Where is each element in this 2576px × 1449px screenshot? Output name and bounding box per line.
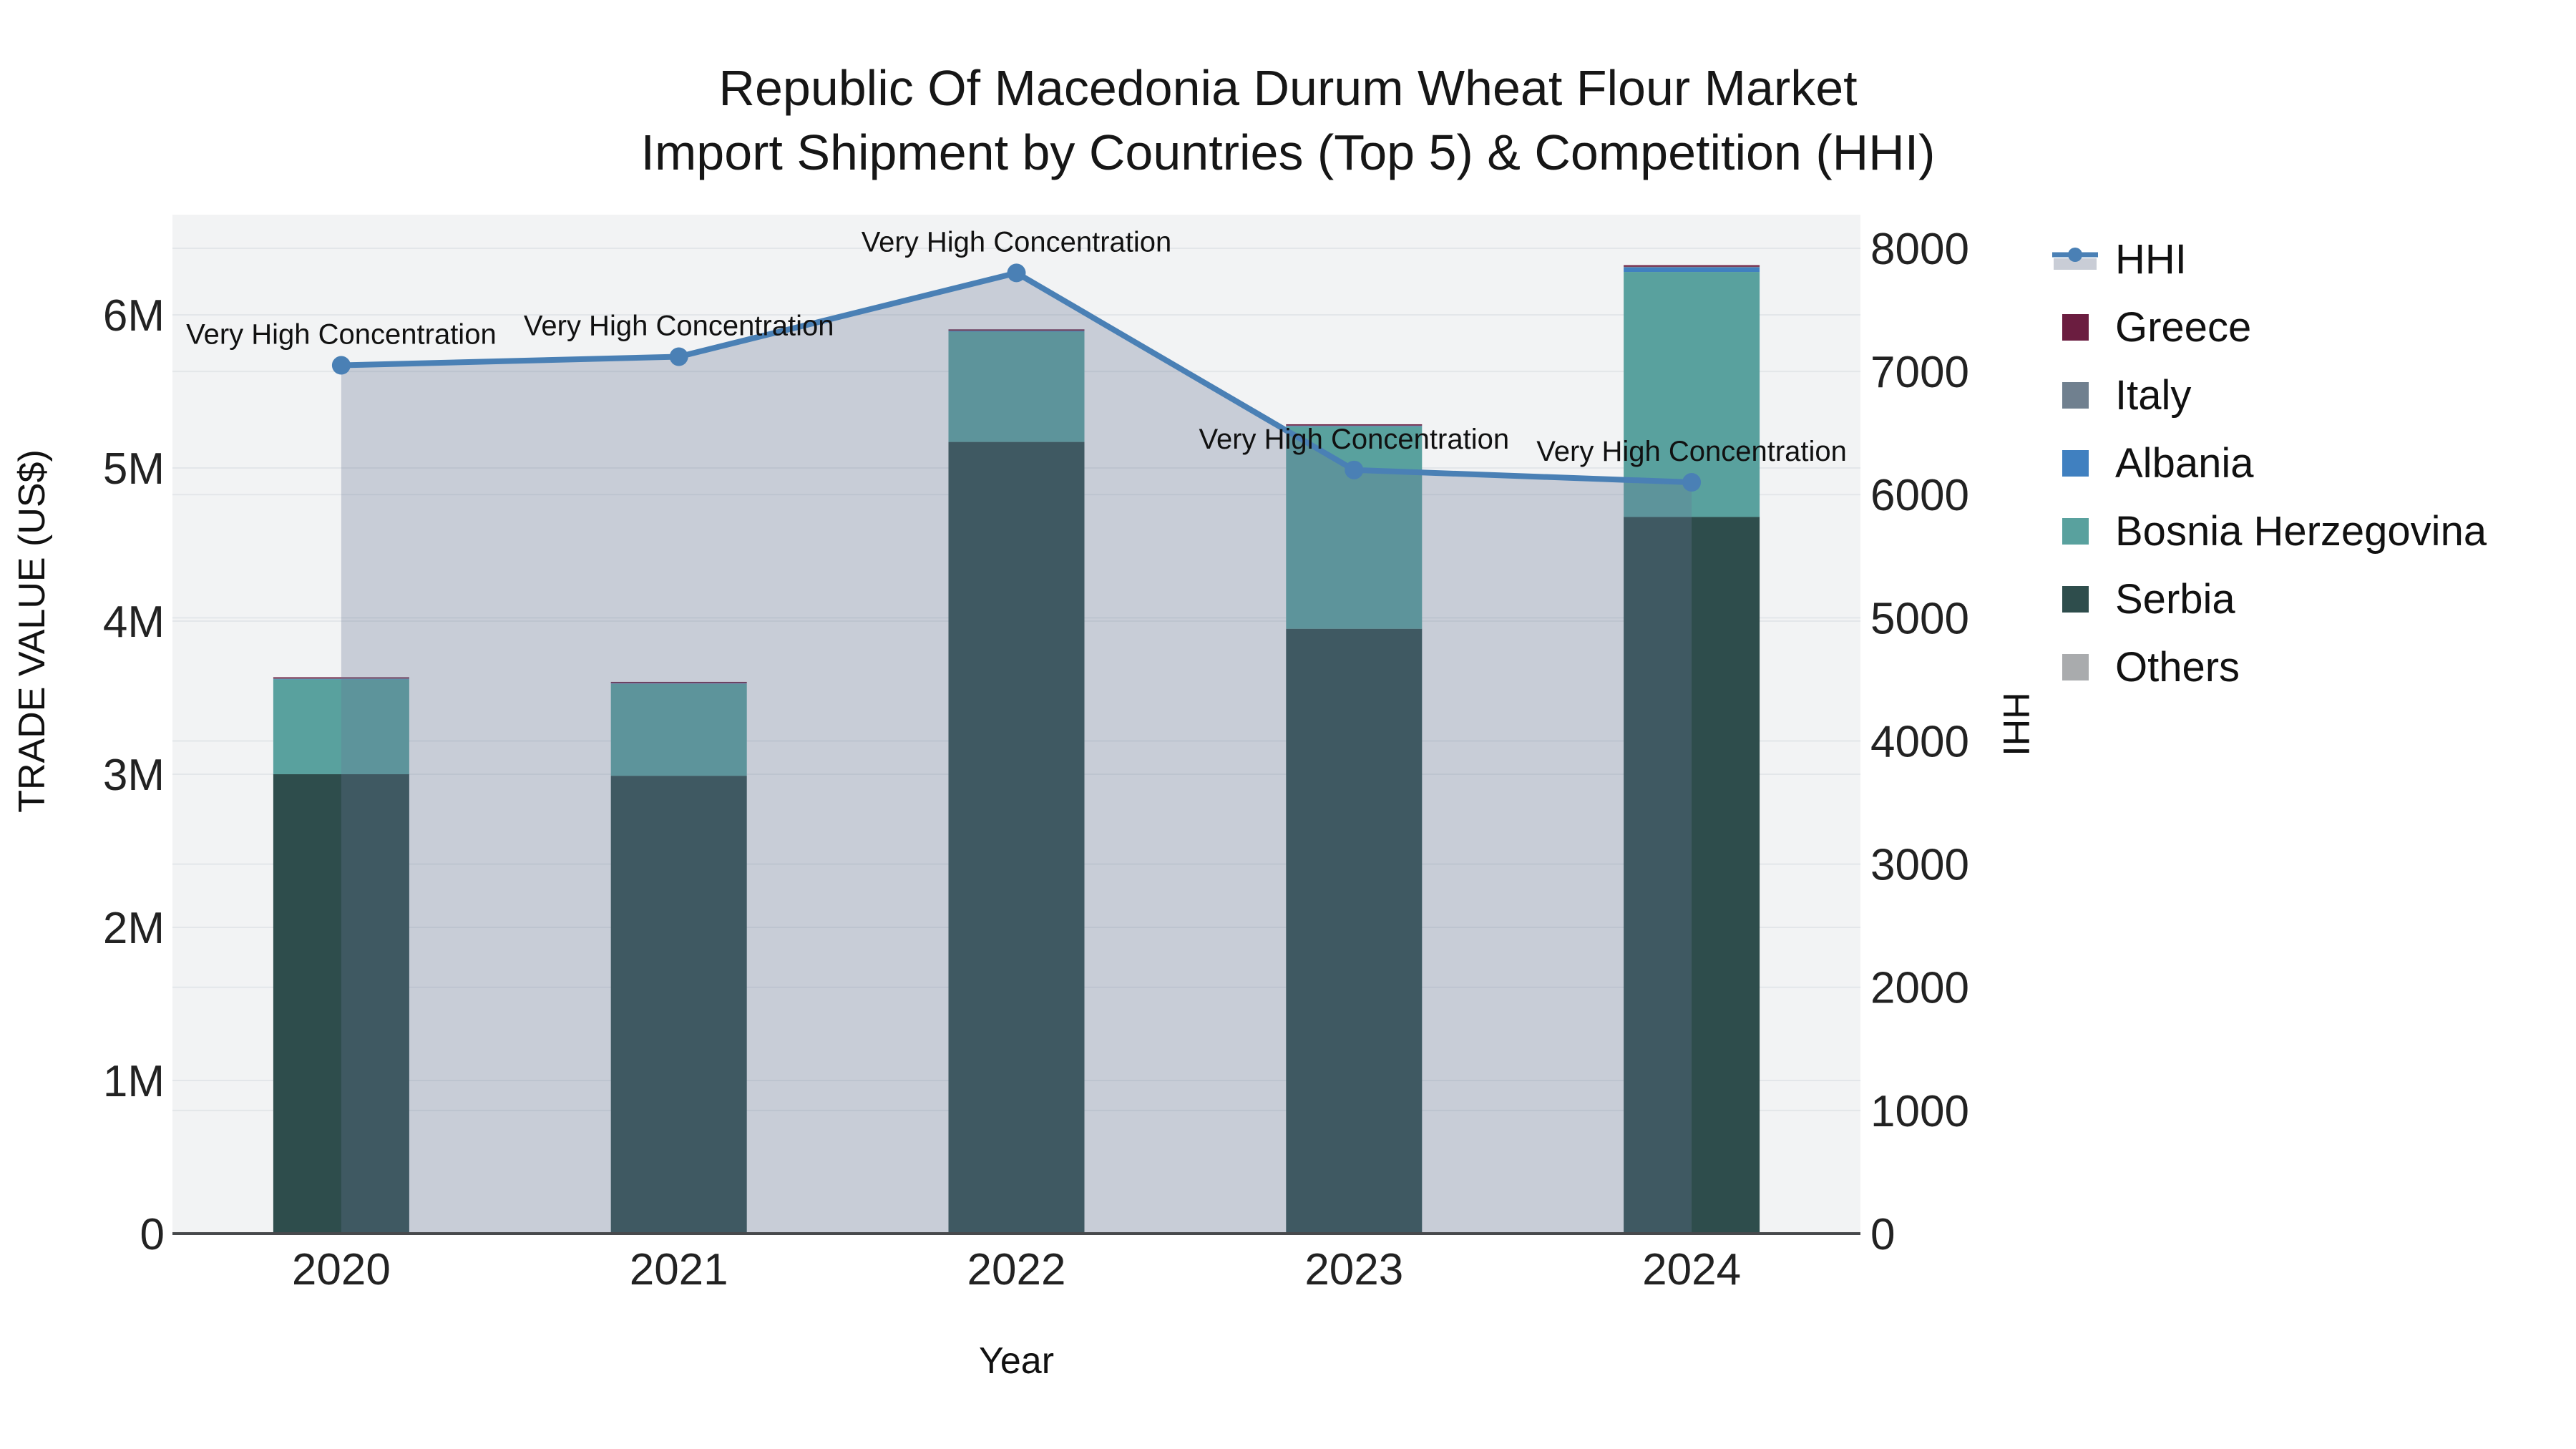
bar-segment-greece-2023[interactable] (1286, 424, 1423, 426)
annotation-2023: Very High Concentration (1199, 424, 1510, 455)
x-tick-2023: 2023 (1304, 1245, 1403, 1294)
bar-segment-bosnia-herzegovina-2020[interactable] (273, 679, 409, 774)
bar-segment-italy-2020[interactable] (273, 678, 409, 679)
y-axis-title-left: TRADE VALUE (US$) (11, 449, 53, 813)
legend: HHI Greece Italy Albania Bosnia Herzegov… (2052, 225, 2487, 701)
left-tick-5M: 5M (103, 444, 165, 494)
bar-segment-serbia-2023[interactable] (1286, 628, 1423, 1234)
legend-item-serbia[interactable]: Serbia (2052, 565, 2487, 633)
bar-segment-italy-2024[interactable] (1624, 266, 1760, 268)
italy-swatch-icon (2062, 382, 2089, 409)
right-tick-2000: 2000 (1870, 964, 1969, 1013)
legend-label: Albania (2115, 440, 2254, 487)
bar-segment-albania-2024[interactable] (1624, 267, 1760, 273)
legend-label: Others (2115, 644, 2240, 691)
bar-segment-serbia-2020[interactable] (273, 774, 409, 1234)
bar-segment-italy-2021[interactable] (610, 683, 747, 684)
bar-segment-albania-2021[interactable] (610, 683, 747, 684)
left-tick-1M: 1M (103, 1057, 165, 1106)
hhi-marker-2024[interactable] (1682, 473, 1702, 492)
hhi-marker-2023[interactable] (1345, 460, 1364, 479)
legend-label: HHI (2115, 236, 2187, 283)
hhi-line-symbol (2052, 245, 2098, 274)
annotation-2024: Very High Concentration (1536, 436, 1847, 467)
chart-title-line1: Republic Of Macedonia Durum Wheat Flour … (718, 60, 1858, 116)
legend-item-bosnia-herzegovina[interactable]: Bosnia Herzegovina (2052, 497, 2487, 565)
bar-segment-serbia-2021[interactable] (610, 776, 747, 1234)
legend-item-albania[interactable]: Albania (2052, 429, 2487, 497)
left-tick-0: 0 (140, 1210, 165, 1259)
x-axis-title: Year (979, 1340, 1054, 1382)
hhi-marker-2021[interactable] (669, 347, 688, 366)
x-tick-2024: 2024 (1642, 1245, 1741, 1294)
legend-label: Italy (2115, 372, 2192, 419)
left-tick-2M: 2M (103, 904, 165, 953)
right-tick-6000: 6000 (1870, 471, 1969, 520)
bar-segment-serbia-2022[interactable] (948, 441, 1085, 1234)
right-tick-0: 0 (1870, 1210, 1895, 1259)
legend-label: Serbia (2115, 576, 2235, 623)
annotation-2022: Very High Concentration (862, 226, 1172, 258)
annotation-2020: Very High Concentration (186, 319, 497, 351)
annotation-2021: Very High Concentration (524, 310, 834, 341)
right-tick-7000: 7000 (1870, 348, 1969, 397)
bar-segment-greece-2024[interactable] (1624, 265, 1760, 267)
legend-item-others[interactable]: Others (2052, 633, 2487, 701)
bar-segment-albania-2023[interactable] (1286, 426, 1423, 427)
bar-segment-bosnia-herzegovina-2021[interactable] (610, 683, 747, 776)
x-tick-2022: 2022 (967, 1245, 1066, 1294)
chart-title: Republic Of Macedonia Durum Wheat Flour … (0, 56, 2576, 185)
bar-segment-albania-2022[interactable] (948, 331, 1085, 332)
bar-segment-greece-2020[interactable] (273, 677, 409, 679)
left-tick-6M: 6M (103, 291, 165, 341)
x-tick-2021: 2021 (630, 1245, 728, 1294)
chart-title-line2: Import Shipment by Countries (Top 5) & C… (640, 125, 1936, 180)
greece-swatch-icon (2062, 314, 2089, 341)
albania-swatch-icon (2062, 450, 2089, 477)
bar-segment-bosnia-herzegovina-2022[interactable] (948, 331, 1085, 442)
legend-item-hhi[interactable]: HHI (2052, 225, 2487, 293)
y-axis-title-right: HHI (1995, 692, 2036, 756)
right-tick-4000: 4000 (1870, 717, 1969, 766)
bosnia-herzegovina-swatch-icon (2062, 518, 2089, 545)
bar-segment-bosnia-herzegovina-2023[interactable] (1286, 426, 1423, 629)
hhi-area-fill (341, 273, 1692, 1234)
right-tick-8000: 8000 (1870, 225, 1969, 274)
bar-segment-serbia-2024[interactable] (1624, 517, 1760, 1234)
legend-label: Bosnia Herzegovina (2115, 508, 2487, 555)
bar-segment-albania-2020[interactable] (273, 678, 409, 680)
others-swatch-icon (2062, 654, 2089, 680)
left-tick-3M: 3M (103, 751, 165, 800)
right-tick-5000: 5000 (1870, 594, 1969, 643)
serbia-swatch-icon (2062, 586, 2089, 613)
left-tick-4M: 4M (103, 597, 165, 647)
bar-segment-greece-2021[interactable] (610, 681, 747, 683)
bar-segment-greece-2022[interactable] (948, 329, 1085, 331)
right-tick-1000: 1000 (1870, 1087, 1969, 1136)
legend-item-greece[interactable]: Greece (2052, 293, 2487, 361)
hhi-marker-2022[interactable] (1007, 263, 1026, 283)
legend-label: Greece (2115, 304, 2252, 351)
legend-item-italy[interactable]: Italy (2052, 361, 2487, 429)
right-tick-3000: 3000 (1870, 841, 1969, 890)
hhi-marker-2020[interactable] (331, 356, 351, 375)
x-tick-2020: 2020 (292, 1245, 391, 1294)
